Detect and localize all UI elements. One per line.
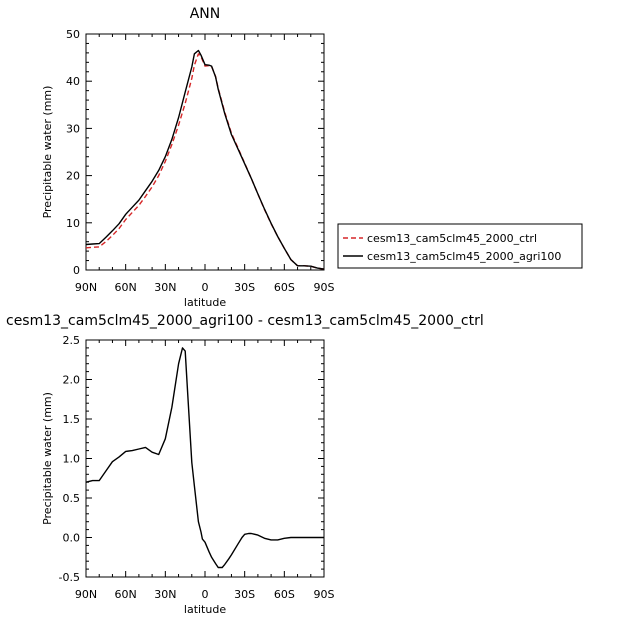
y-axis-label: Precipitable water (mm) — [41, 392, 54, 525]
y-tick-label: 10 — [66, 217, 80, 230]
legend-entry: cesm13_cam5clm45_2000_ctrl — [367, 232, 537, 245]
series-line-cesm13_cam5clm45_2000_agri100 — [85, 49, 325, 270]
series-line-diff-0 — [85, 347, 324, 569]
x-tick-label: 90N — [75, 588, 97, 601]
y-axis-label: Precipitable water (mm) — [41, 86, 54, 219]
y-tick-label: -0.5 — [59, 571, 80, 584]
y-tick-label: 30 — [66, 122, 80, 135]
y-tick-label: 0 — [73, 264, 80, 277]
y-tick-label: 50 — [66, 28, 80, 41]
series-line-cesm13_cam5clm45_2000_ctrl — [85, 53, 325, 270]
chart-title: ANN — [190, 6, 221, 22]
x-axis-label: latitude — [184, 603, 226, 616]
x-tick-label: 90S — [314, 281, 335, 294]
x-tick-label: 60S — [274, 281, 295, 294]
x-tick-label: 30N — [154, 281, 176, 294]
legend: cesm13_cam5clm45_2000_ctrl cesm13_cam5clm… — [337, 223, 583, 269]
y-tick-label: 0.0 — [63, 532, 81, 545]
legend-entry: cesm13_cam5clm45_2000_agri100 — [367, 250, 561, 263]
x-tick-label: 30S — [234, 281, 255, 294]
y-tick-label: 1.0 — [63, 453, 81, 466]
x-tick-label: 0 — [202, 588, 209, 601]
y-tick-label: 1.5 — [63, 413, 81, 426]
x-tick-label: 60N — [115, 281, 137, 294]
y-tick-label: 2.0 — [63, 374, 81, 387]
plot-frame — [85, 33, 325, 271]
y-tick-label: 40 — [66, 75, 80, 88]
top-panel: 90N 60N 30N 0 30S 60S 90S 0 10 20 30 40 50 latitude Pr… — [41, 6, 335, 309]
x-tick-label: 90N — [75, 281, 97, 294]
x-tick-label: 60S — [274, 588, 295, 601]
x-tick-label: 30S — [234, 588, 255, 601]
x-tick-label: 30N — [154, 588, 176, 601]
y-tick-label: 2.5 — [63, 334, 81, 347]
chart-title: cesm13_cam5clm45_2000_agri100 - cesm13_c… — [6, 313, 484, 329]
y-tick-label: 0.5 — [63, 492, 81, 505]
y-tick-label: 20 — [66, 170, 80, 183]
x-tick-label: 60N — [115, 588, 137, 601]
legend-box — [337, 223, 583, 269]
x-tick-label: 0 — [202, 281, 209, 294]
x-tick-label: 90S — [314, 588, 335, 601]
bottom-panel: 90N 60N 30N 0 30S 60S 90S -0.5 0.0 0.5 1.0 1.5 2.0 2.… — [6, 313, 484, 616]
x-axis-label: latitude — [184, 296, 226, 309]
